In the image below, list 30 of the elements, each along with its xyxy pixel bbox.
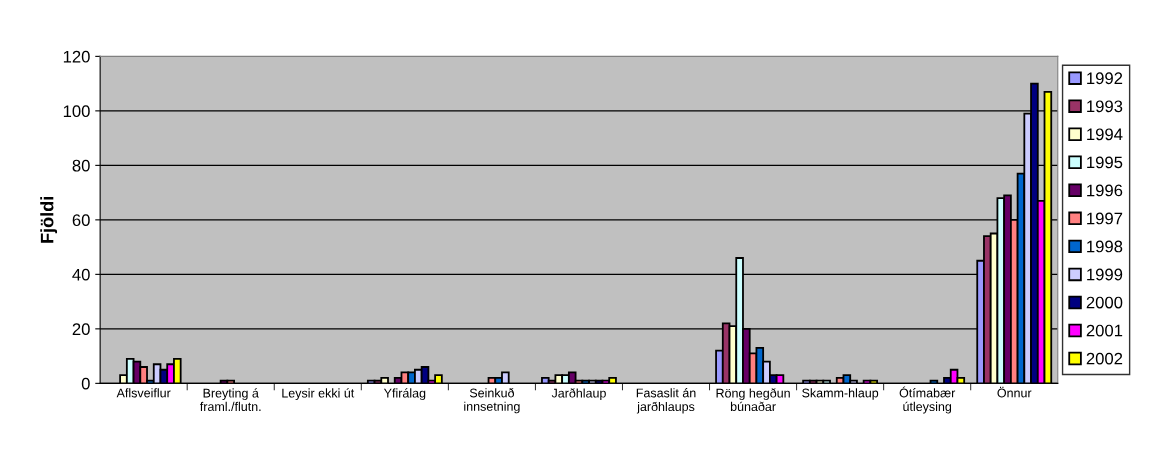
- y-tick-label: 120: [63, 50, 90, 63]
- x-tick-label: Aflsveiflur: [116, 388, 171, 398]
- x-tick-label: Yfirálag: [383, 388, 426, 401]
- x-tick-label: Fasaslit án jarðhlaups: [636, 388, 696, 414]
- x-tick-label: Breyting á framl./flutn.: [199, 388, 261, 411]
- x-tick-label: Leysir ekki út: [282, 388, 355, 401]
- legend-label: 1993: [1087, 100, 1123, 113]
- x-tick-label: Jarðhlaup: [551, 388, 606, 401]
- y-tick-label: 0: [81, 377, 90, 390]
- legend-label: 2001: [1086, 324, 1123, 337]
- x-tick-label: Seinkuð innsetning: [464, 388, 520, 414]
- legend-label: 1992: [1087, 72, 1123, 85]
- y-tick-label: 60: [72, 214, 90, 227]
- y-axis-title: Fjöldi: [40, 197, 58, 243]
- x-tick-label: Skamm-hlaup: [802, 388, 879, 400]
- y-tick-label: 80: [72, 159, 90, 172]
- x-tick-label: Ótímabær útleysing: [899, 386, 956, 414]
- y-tick-label: 100: [63, 105, 90, 118]
- legend-label: 1999: [1087, 268, 1123, 281]
- legend-label: 2002: [1086, 352, 1123, 365]
- x-tick-label: Önnur: [997, 386, 1032, 398]
- legend-label: 1996: [1087, 184, 1123, 197]
- legend-label: 1998: [1087, 240, 1123, 253]
- y-tick-label: 40: [72, 268, 90, 281]
- x-tick-label: Röng hegðun búnaðar: [716, 388, 790, 412]
- legend-label: 2000: [1086, 296, 1123, 309]
- legend-label: 1995: [1087, 156, 1123, 169]
- legend-label: 1997: [1087, 212, 1123, 225]
- y-tick-label: 20: [72, 323, 90, 336]
- legend-label: 1994: [1087, 128, 1123, 141]
